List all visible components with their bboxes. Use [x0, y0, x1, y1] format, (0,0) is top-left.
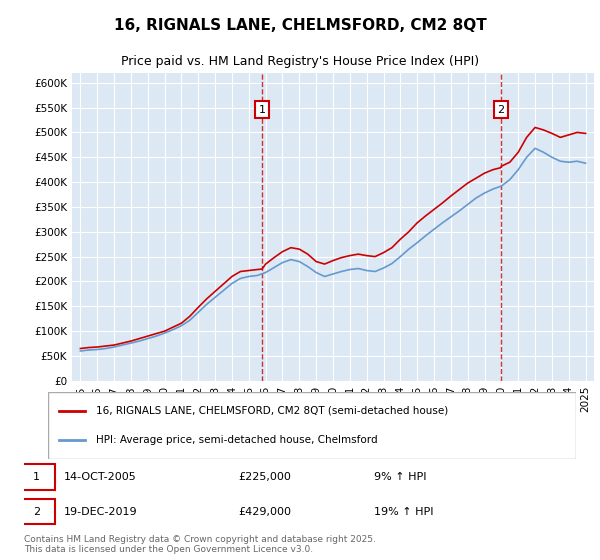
Text: 9% ↑ HPI: 9% ↑ HPI — [374, 472, 426, 482]
FancyBboxPatch shape — [19, 499, 55, 525]
Text: 19% ↑ HPI: 19% ↑ HPI — [374, 507, 433, 517]
Text: £429,000: £429,000 — [238, 507, 292, 517]
Text: £225,000: £225,000 — [238, 472, 291, 482]
FancyBboxPatch shape — [19, 464, 55, 489]
Text: Price paid vs. HM Land Registry's House Price Index (HPI): Price paid vs. HM Land Registry's House … — [121, 55, 479, 68]
Text: 2: 2 — [497, 105, 504, 115]
FancyBboxPatch shape — [48, 392, 576, 459]
Text: 16, RIGNALS LANE, CHELMSFORD, CM2 8QT: 16, RIGNALS LANE, CHELMSFORD, CM2 8QT — [113, 18, 487, 33]
Text: 19-DEC-2019: 19-DEC-2019 — [64, 507, 137, 517]
Text: 1: 1 — [259, 105, 266, 115]
Text: 2: 2 — [33, 507, 40, 517]
Text: HPI: Average price, semi-detached house, Chelmsford: HPI: Average price, semi-detached house,… — [95, 435, 377, 445]
Text: 16, RIGNALS LANE, CHELMSFORD, CM2 8QT (semi-detached house): 16, RIGNALS LANE, CHELMSFORD, CM2 8QT (s… — [95, 406, 448, 416]
Text: 1: 1 — [33, 472, 40, 482]
Text: 14-OCT-2005: 14-OCT-2005 — [64, 472, 136, 482]
Text: Contains HM Land Registry data © Crown copyright and database right 2025.
This d: Contains HM Land Registry data © Crown c… — [24, 535, 376, 554]
